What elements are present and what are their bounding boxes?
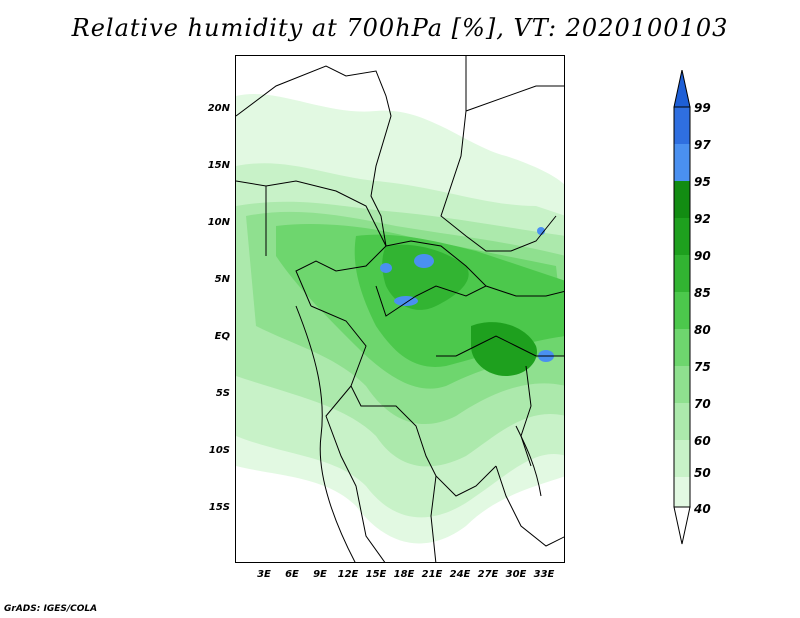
colorbar-bin-99	[674, 107, 690, 144]
humidity-map	[236, 56, 564, 562]
lon-label-12e: 12E	[337, 569, 359, 580]
colorbar-bin-97	[674, 144, 690, 181]
colorbar-bin-50	[674, 477, 690, 507]
lon-label-9e: 9E	[313, 569, 327, 580]
lon-label-3e: 3E	[257, 569, 271, 580]
lat-label-5n: 5N	[214, 274, 230, 285]
colorbar-bin-85	[674, 292, 690, 329]
lat-label-eq: EQ	[214, 331, 230, 342]
lon-label-21e: 21E	[421, 569, 443, 580]
humidity-zone-97a	[414, 254, 434, 268]
colorbar-bin-60	[674, 440, 690, 477]
lon-label-6e: 6E	[285, 569, 299, 580]
lat-label-15s: 15S	[208, 502, 230, 513]
colorbar-bin-70	[674, 403, 690, 440]
colorbar-under-arrow	[673, 506, 691, 545]
chart-title: Relative humidity at 700hPa [%], VT: 202…	[71, 14, 729, 42]
lon-label-24e: 24E	[449, 569, 471, 580]
lon-label-18e: 18E	[393, 569, 415, 580]
lat-label-15n: 15N	[207, 160, 230, 171]
colorbar-over-arrow	[673, 69, 691, 108]
colorbar-label-80: 80	[694, 323, 711, 337]
lon-label-33e: 33E	[533, 569, 555, 580]
colorbar-label-70: 70	[694, 397, 711, 411]
colorbar-bin-75	[674, 366, 690, 403]
humidity-zone-90	[382, 244, 469, 310]
colorbar-label-97: 97	[694, 138, 711, 152]
colorbar-label-90: 90	[694, 249, 711, 263]
colorbar	[672, 69, 692, 554]
footer-credit: GrADS: IGES/COLA	[4, 604, 98, 614]
colorbar-label-95: 95	[694, 175, 711, 189]
colorbar-bin-92	[674, 218, 690, 255]
lat-label-5s: 5S	[215, 388, 230, 399]
lon-label-27e: 27E	[477, 569, 499, 580]
colorbar-bin-95	[674, 181, 690, 218]
colorbar-label-40: 40	[694, 502, 711, 516]
map-frame	[235, 55, 565, 563]
lon-label-15e: 15E	[365, 569, 387, 580]
colorbar-bin-80	[674, 329, 690, 366]
lat-label-10s: 10S	[208, 445, 230, 456]
lat-label-20n: 20N	[207, 103, 230, 114]
colorbar-label-99: 99	[694, 101, 711, 115]
colorbar-label-50: 50	[694, 466, 711, 480]
colorbar-label-60: 60	[694, 434, 711, 448]
lon-label-30e: 30E	[505, 569, 527, 580]
colorbar-label-92: 92	[694, 212, 711, 226]
humidity-zone-92	[471, 322, 537, 376]
lat-label-10n: 10N	[207, 217, 230, 228]
colorbar-label-75: 75	[694, 360, 711, 374]
colorbar-label-85: 85	[694, 286, 711, 300]
country-borders	[236, 56, 564, 562]
humidity-zone-97b	[380, 263, 392, 273]
colorbar-bin-90	[674, 255, 690, 292]
